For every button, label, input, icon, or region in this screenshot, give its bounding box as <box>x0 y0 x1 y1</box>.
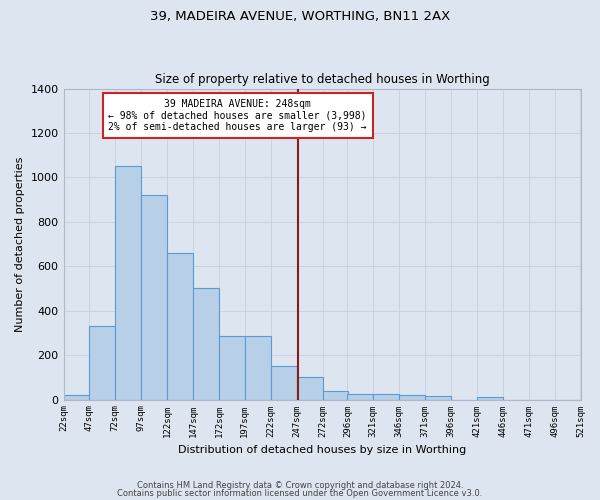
Bar <box>64 395 89 400</box>
Bar <box>373 394 399 400</box>
Bar <box>167 253 193 400</box>
X-axis label: Distribution of detached houses by size in Worthing: Distribution of detached houses by size … <box>178 445 466 455</box>
Bar <box>219 336 245 400</box>
Bar <box>271 366 296 400</box>
Bar <box>425 396 451 400</box>
Text: Contains HM Land Registry data © Crown copyright and database right 2024.: Contains HM Land Registry data © Crown c… <box>137 481 463 490</box>
Text: 39 MADEIRA AVENUE: 248sqm
← 98% of detached houses are smaller (3,998)
2% of sem: 39 MADEIRA AVENUE: 248sqm ← 98% of detac… <box>109 98 367 132</box>
Bar <box>296 378 323 400</box>
Text: Contains public sector information licensed under the Open Government Licence v3: Contains public sector information licen… <box>118 488 482 498</box>
Y-axis label: Number of detached properties: Number of detached properties <box>15 156 25 332</box>
Bar <box>193 288 219 400</box>
Bar <box>323 390 349 400</box>
Bar <box>347 394 373 400</box>
Title: Size of property relative to detached houses in Worthing: Size of property relative to detached ho… <box>155 73 490 86</box>
Bar <box>399 395 425 400</box>
Bar <box>477 397 503 400</box>
Bar <box>141 195 167 400</box>
Bar <box>115 166 141 400</box>
Bar <box>245 336 271 400</box>
Text: 39, MADEIRA AVENUE, WORTHING, BN11 2AX: 39, MADEIRA AVENUE, WORTHING, BN11 2AX <box>150 10 450 23</box>
Bar <box>89 326 115 400</box>
